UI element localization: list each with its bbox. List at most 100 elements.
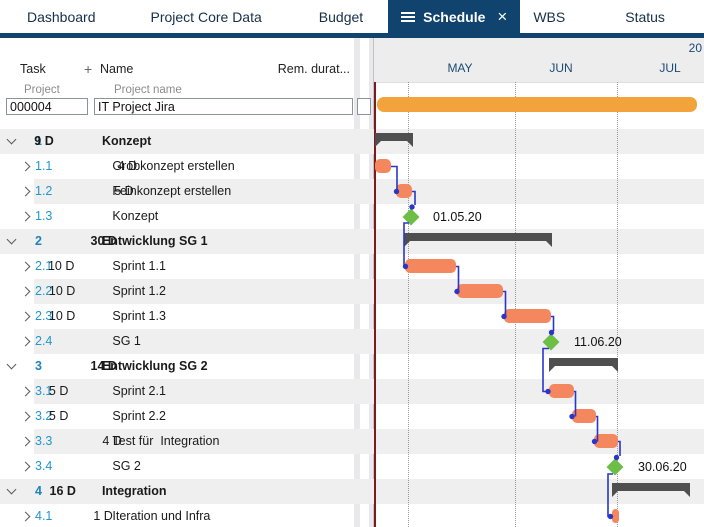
- table-row[interactable]: 2.2 Sprint 1.2 10 D: [0, 279, 374, 304]
- project-id-input[interactable]: [6, 98, 88, 115]
- tab-dashboard[interactable]: Dashboard: [27, 8, 96, 25]
- task-number: 1.3: [35, 209, 53, 223]
- task-name: Sprint 1.1: [112, 259, 165, 273]
- task-duration: 14 D: [90, 359, 117, 373]
- expand-chevron-icon[interactable]: [20, 311, 31, 322]
- table-row[interactable]: 2.3 Sprint 1.3 10 D: [0, 304, 374, 329]
- collapse-chevron-icon[interactable]: [6, 484, 17, 495]
- month-gridline: [515, 82, 516, 527]
- gantt-task-bar[interactable]: [504, 309, 551, 323]
- expand-chevron-icon[interactable]: [20, 161, 31, 172]
- gantt-task-bar[interactable]: [572, 409, 596, 423]
- gantt-task-bar[interactable]: [549, 384, 574, 398]
- task-name: SG 1: [112, 334, 141, 348]
- collapse-chevron-icon[interactable]: [6, 359, 17, 370]
- milestone-date-label: 01.05.20: [433, 209, 482, 224]
- expand-chevron-icon[interactable]: [20, 461, 31, 472]
- gantt-summary-bar[interactable]: [549, 358, 618, 372]
- task-name: Sprint 2.2: [112, 409, 166, 423]
- expand-chevron-icon[interactable]: [20, 436, 31, 447]
- task-name: Iteration und Infra: [112, 509, 211, 523]
- table-row[interactable]: 1.2 Feinkonzept erstellen5 D: [0, 179, 374, 204]
- tab-status[interactable]: Status: [625, 8, 665, 25]
- task-duration: 10 D: [48, 284, 76, 298]
- gantt-summary-bar[interactable]: [375, 133, 413, 147]
- table-row[interactable]: 2.1 Sprint 1.1 10 D: [0, 254, 374, 279]
- task-number: 1.2: [35, 184, 53, 198]
- task-duration: 4 D: [102, 434, 122, 448]
- task-name: Sprint 2.1: [112, 384, 166, 398]
- task-number: 3.3: [35, 434, 53, 448]
- task-duration: 10 D: [47, 259, 75, 273]
- tab-strip: Dashboard Project Core Data Budget Sched…: [0, 0, 704, 36]
- tab-wbs[interactable]: WBS: [533, 8, 566, 25]
- task-name: Test für Integration: [112, 434, 220, 448]
- table-row[interactable]: 3.1 Sprint 2.1 5 D: [0, 379, 374, 404]
- tab-project-core-data[interactable]: Project Core Data: [150, 8, 262, 25]
- expand-chevron-icon[interactable]: [20, 411, 31, 422]
- table-row[interactable]: 4 Integration 16 D: [0, 479, 374, 504]
- month-gridline: [617, 82, 618, 527]
- project-duration-input[interactable]: [357, 98, 371, 115]
- milestone-date-label: 30.06.20: [638, 459, 687, 474]
- month-label: JUN: [549, 61, 573, 75]
- gantt-row-stripe: [374, 329, 704, 354]
- table-row[interactable]: 2 Entwicklung SG 130 D: [0, 229, 374, 254]
- expand-chevron-icon[interactable]: [20, 286, 31, 297]
- milestone-diamond[interactable]: [402, 208, 420, 225]
- expand-chevron-icon[interactable]: [20, 211, 31, 222]
- tab-schedule[interactable]: Schedule ×: [388, 0, 521, 36]
- task-duration: 5 D: [114, 184, 134, 198]
- column-header-duration[interactable]: Rem. durat...: [277, 62, 350, 76]
- column-header-name[interactable]: Name: [100, 62, 134, 76]
- expand-chevron-icon[interactable]: [20, 511, 31, 522]
- expand-chevron-icon[interactable]: [20, 261, 31, 272]
- add-column-button[interactable]: +: [84, 61, 93, 77]
- gantt-summary-bar[interactable]: [612, 483, 690, 497]
- table-row[interactable]: 4.1 Iteration und Infra1 D: [0, 504, 374, 527]
- project-name-label: Project name: [114, 84, 182, 96]
- year-label: 20: [688, 41, 702, 55]
- table-row[interactable]: 2.4 SG 1: [0, 329, 374, 354]
- task-name: Grobkonzept erstellen: [112, 159, 235, 173]
- gantt-task-bar[interactable]: [594, 434, 618, 448]
- table-row[interactable]: 3.2 Sprint 2.2 5 D: [0, 404, 374, 429]
- gantt-task-bar[interactable]: [405, 259, 456, 273]
- table-row[interactable]: 3 Entwicklung SG 214 D: [0, 354, 374, 379]
- table-row[interactable]: 1.3 Konzept: [0, 204, 374, 229]
- gantt-task-bar[interactable]: [612, 509, 619, 523]
- table-row[interactable]: 3.3 Test für Integration4 D: [0, 429, 374, 454]
- gantt-task-bar[interactable]: [375, 159, 391, 173]
- tab-budget[interactable]: Budget: [318, 8, 364, 25]
- project-name-input[interactable]: [94, 98, 353, 115]
- gantt-timeline-header: 20 MAY JUN JUL: [374, 38, 704, 83]
- expand-chevron-icon[interactable]: [20, 186, 31, 197]
- expand-chevron-icon[interactable]: [20, 336, 31, 347]
- expand-chevron-icon[interactable]: [20, 386, 31, 397]
- project-summary-bar[interactable]: [377, 97, 697, 112]
- collapse-chevron-icon[interactable]: [6, 134, 17, 145]
- table-row[interactable]: 1 Konzept 9 D: [0, 129, 374, 154]
- column-header-task[interactable]: Task: [20, 62, 46, 76]
- task-number: 3.2: [35, 409, 53, 423]
- gantt-summary-bar[interactable]: [404, 233, 552, 247]
- milestone-diamond[interactable]: [606, 458, 624, 475]
- gantt-task-bar[interactable]: [396, 184, 412, 198]
- table-row[interactable]: 3.4 SG 2: [0, 454, 374, 479]
- task-rows: 1 Konzept9 D 1.1 Grobkonzept erstellen4 D 1.…: [0, 129, 374, 527]
- task-duration: 10 D: [48, 309, 76, 323]
- task-duration: 5 D: [48, 384, 69, 398]
- close-tab-icon[interactable]: ×: [497, 7, 508, 26]
- hamburger-menu-icon[interactable]: [401, 11, 416, 22]
- table-row[interactable]: 1.1 Grobkonzept erstellen4 D: [0, 154, 374, 179]
- task-duration: 16 D: [49, 484, 76, 498]
- collapse-chevron-icon[interactable]: [6, 234, 17, 245]
- gantt-row-stripe: [374, 379, 704, 404]
- gantt-chart-area: 01.05.20 11.06.20 30.06.20: [374, 82, 704, 527]
- task-name: Sprint 1.3: [112, 309, 166, 323]
- gantt-task-bar[interactable]: [457, 284, 503, 298]
- task-number: 1: [35, 134, 42, 148]
- task-duration: 5 D: [48, 409, 69, 423]
- task-table-pane: Task + Name Rem. durat... Project Projec…: [0, 38, 374, 527]
